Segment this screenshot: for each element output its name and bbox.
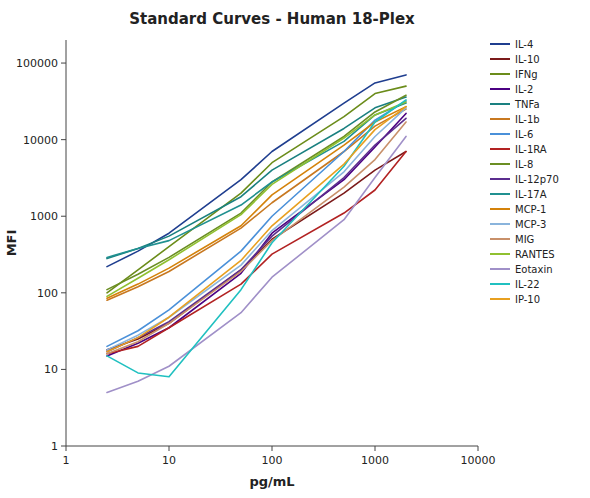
background bbox=[0, 0, 590, 498]
legend-label: IL-12p70 bbox=[515, 174, 559, 185]
legend-label: RANTES bbox=[515, 249, 555, 260]
series-line bbox=[107, 101, 406, 346]
y-tick-label: 1 bbox=[51, 440, 58, 453]
legend-label: IL-1RA bbox=[515, 144, 547, 155]
axes: 1 10 100 1000 10000 1 10 100 1000 10000 100000 bbox=[16, 40, 496, 467]
x-tick bbox=[478, 446, 479, 451]
y-axis-label: MFI bbox=[4, 230, 19, 257]
x-tick bbox=[375, 446, 376, 451]
series-line bbox=[107, 86, 406, 293]
legend-label: IL-10 bbox=[515, 54, 540, 65]
x-tick bbox=[272, 446, 273, 451]
chart: 1 10 100 1000 10000 1 10 100 1000 10000 100000 pg/m… bbox=[0, 0, 590, 498]
x-tick-label: 1000 bbox=[361, 454, 389, 467]
legend-label: IL-2 bbox=[515, 84, 533, 95]
plot-area bbox=[107, 75, 406, 393]
x-tick-label: 10000 bbox=[461, 454, 496, 467]
legend-label: Eotaxin bbox=[515, 264, 553, 275]
legend-swatch bbox=[490, 178, 510, 180]
y-tick-label: 100 bbox=[37, 287, 58, 300]
y-tick bbox=[61, 63, 66, 64]
x-tick-label: 100 bbox=[262, 454, 283, 467]
legend-label: IP-10 bbox=[515, 294, 540, 305]
legend-swatch bbox=[490, 43, 510, 45]
series-line bbox=[107, 152, 406, 350]
legend-label: TNFa bbox=[514, 99, 540, 110]
legend-swatch bbox=[490, 253, 510, 255]
legend-label: IL-22 bbox=[515, 279, 540, 290]
y-tick-label: 1000 bbox=[30, 210, 58, 223]
y-tick bbox=[61, 446, 66, 447]
series-line bbox=[107, 100, 406, 377]
legend-swatch bbox=[490, 193, 510, 195]
legend-swatch bbox=[490, 283, 510, 285]
legend-label: IL-17A bbox=[515, 189, 547, 200]
legend-label: IL-6 bbox=[515, 129, 533, 140]
y-tick-label: 100000 bbox=[16, 57, 58, 70]
legend-label: IL-8 bbox=[515, 159, 533, 170]
legend: IL-4 IL-10 IFNg IL-2 TNFa IL-1b IL-6 IL-1RA IL-8… bbox=[490, 39, 559, 305]
title: Standard Curves - Human 18-Plex bbox=[129, 10, 415, 28]
legend-swatch bbox=[490, 208, 510, 210]
series-line bbox=[107, 109, 406, 300]
legend-swatch bbox=[490, 88, 510, 90]
y-tick bbox=[61, 139, 66, 140]
x-tick bbox=[169, 446, 170, 451]
legend-swatch bbox=[490, 223, 510, 225]
y-axis-line bbox=[66, 40, 67, 446]
legend-label: MCP-3 bbox=[515, 219, 546, 230]
legend-swatch bbox=[490, 268, 510, 270]
y-tick bbox=[61, 216, 66, 217]
legend-label: IFNg bbox=[515, 69, 538, 80]
x-tick-label: 10 bbox=[162, 454, 176, 467]
y-tick-label: 10 bbox=[44, 363, 58, 376]
legend-swatch bbox=[490, 133, 510, 135]
legend-label: MIG bbox=[515, 234, 534, 245]
legend-swatch bbox=[490, 118, 510, 120]
x-tick-label: 1 bbox=[63, 454, 70, 467]
series-line bbox=[107, 122, 406, 354]
x-axis-label: pg/mL bbox=[249, 474, 294, 489]
legend-label: IL-4 bbox=[515, 39, 533, 50]
legend-swatch bbox=[490, 103, 510, 105]
legend-label: MCP-1 bbox=[515, 204, 546, 215]
y-tick bbox=[61, 292, 66, 293]
y-tick bbox=[61, 369, 66, 370]
y-tick-label: 10000 bbox=[23, 134, 58, 147]
legend-label: IL-1b bbox=[515, 114, 540, 125]
legend-swatch bbox=[490, 298, 510, 300]
x-tick bbox=[66, 446, 67, 451]
legend-swatch bbox=[490, 163, 510, 165]
legend-swatch bbox=[490, 58, 510, 60]
legend-swatch bbox=[490, 73, 510, 75]
legend-swatch bbox=[490, 148, 510, 150]
series-line bbox=[107, 136, 406, 392]
series-line bbox=[107, 107, 406, 352]
legend-swatch bbox=[490, 238, 510, 240]
